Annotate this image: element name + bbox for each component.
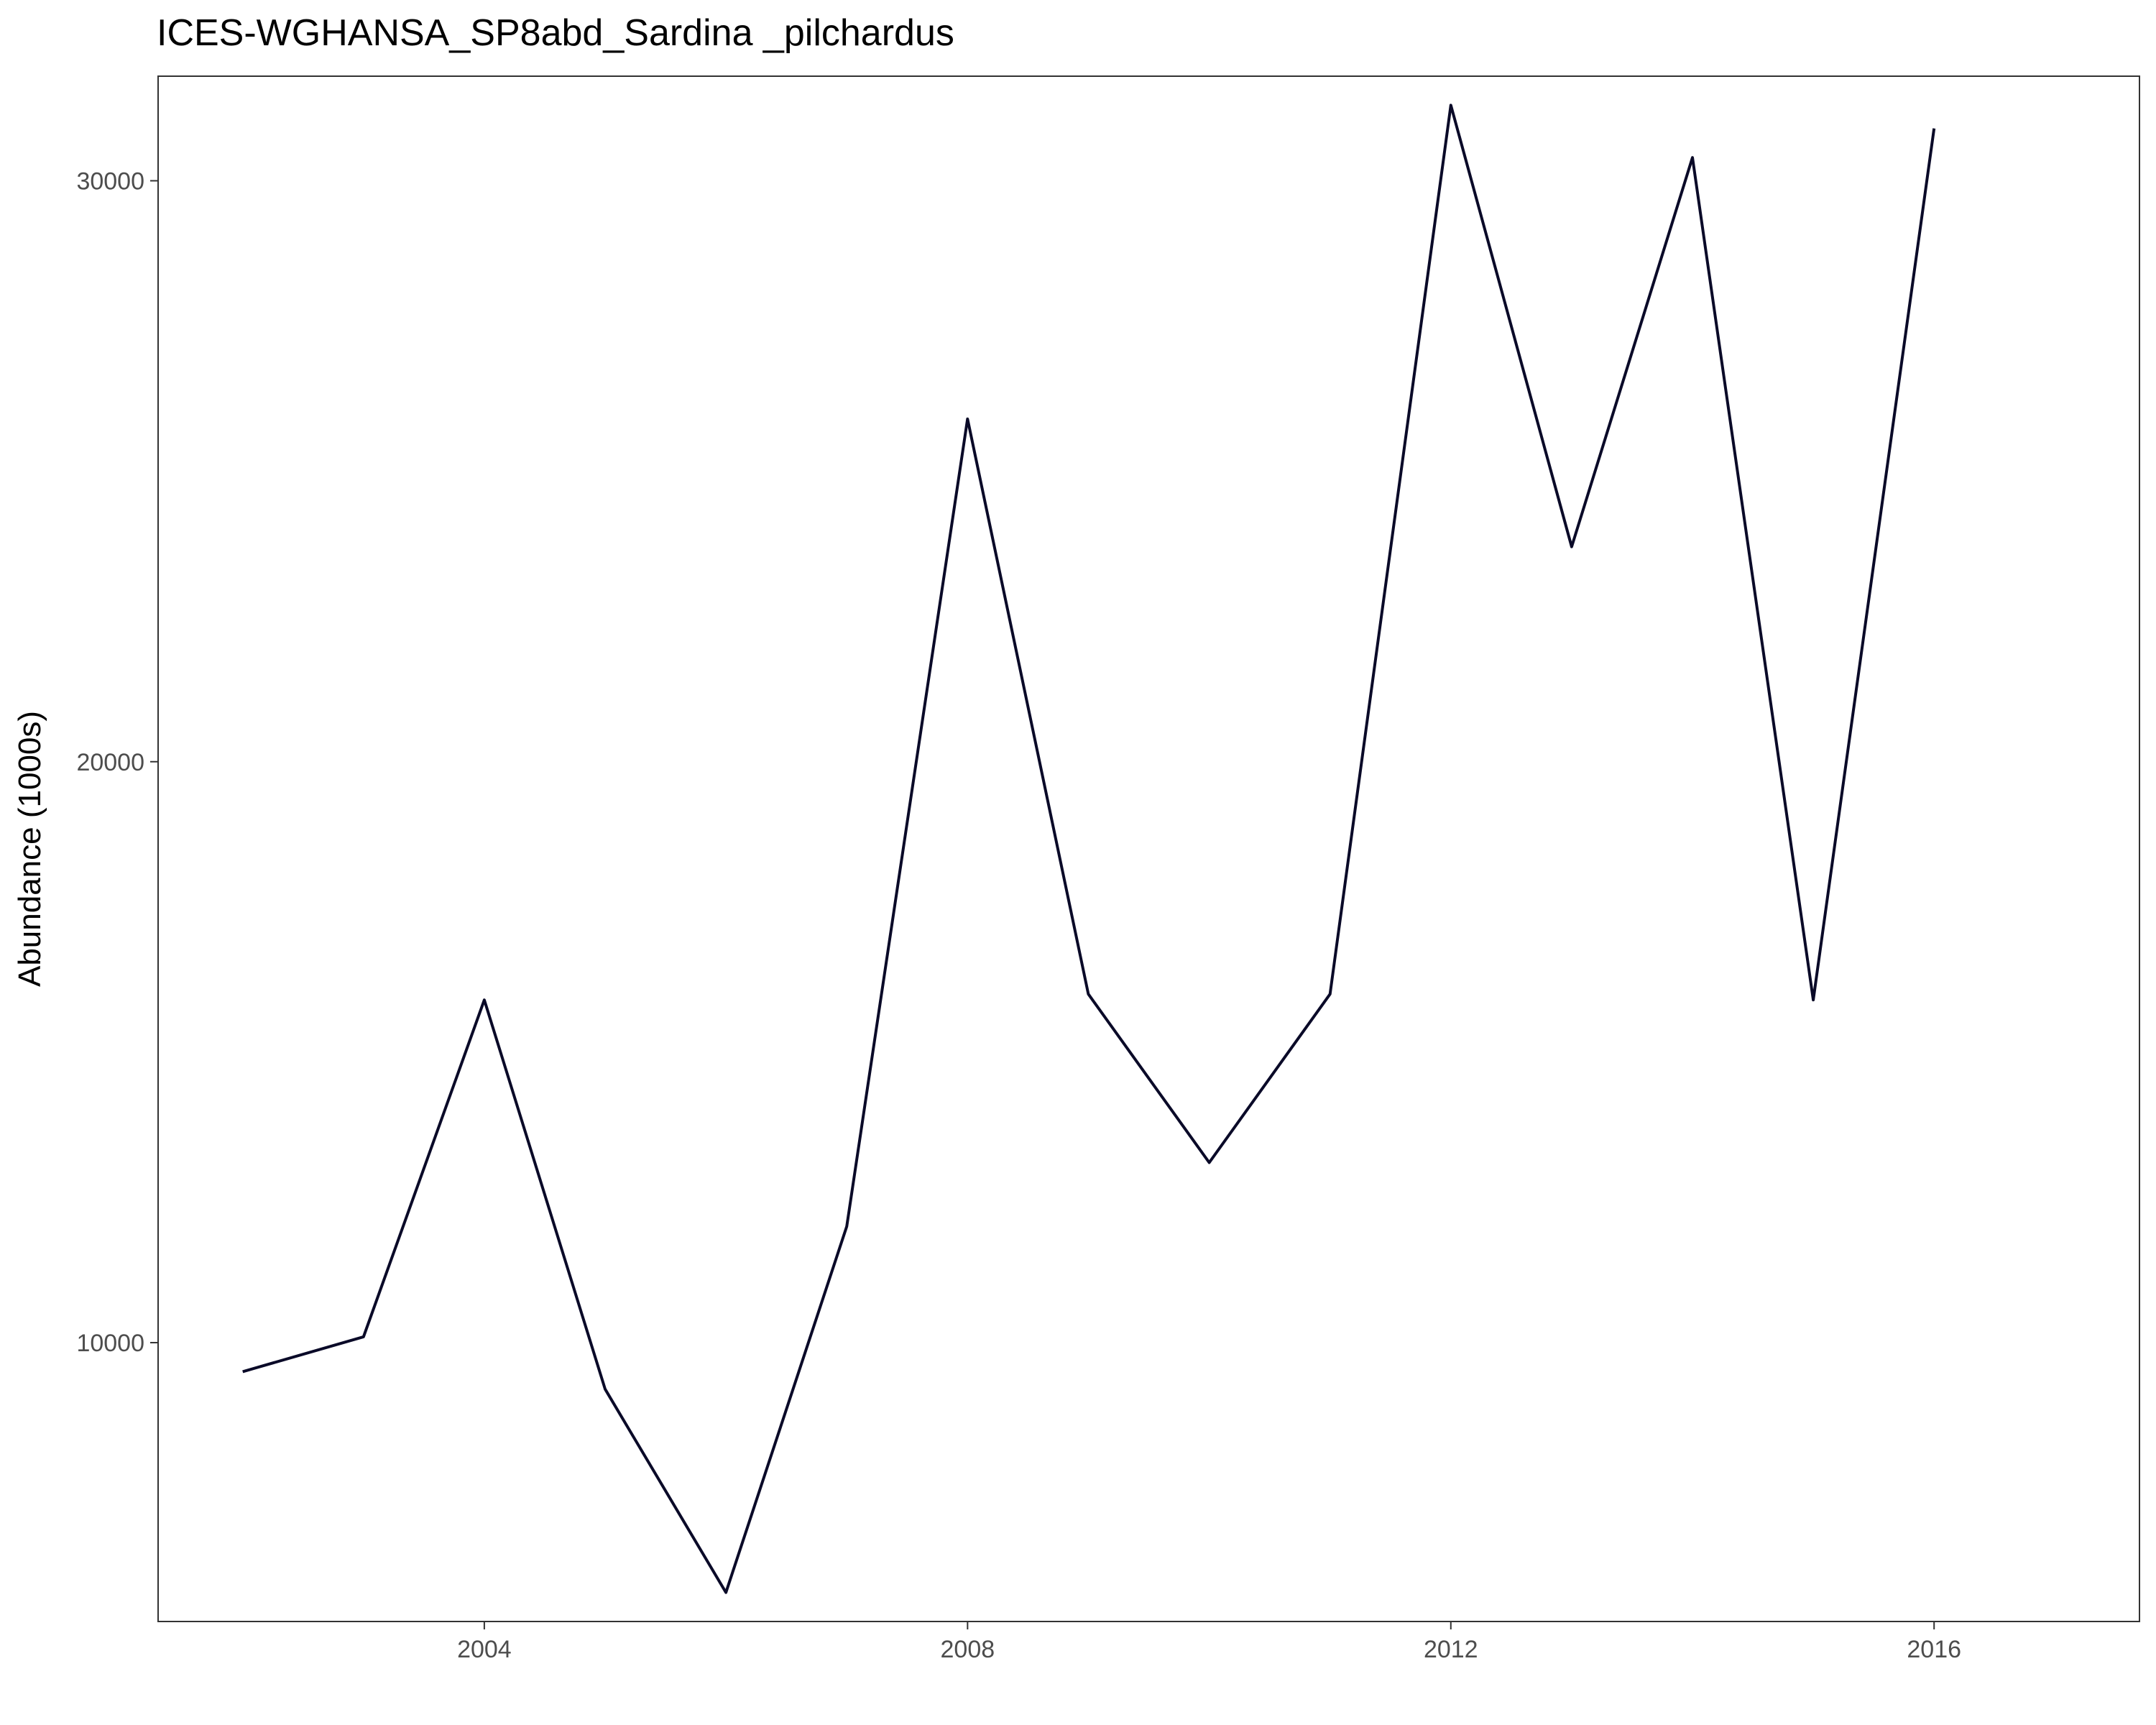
y-tick-label: 30000: [76, 167, 144, 195]
y-tick-label: 10000: [76, 1330, 144, 1357]
y-axis-title: Abundance (1000s): [12, 711, 47, 987]
x-tick-label: 2004: [457, 1636, 512, 1663]
x-tick-label: 2008: [941, 1636, 995, 1663]
chart-title: ICES-WGHANSA_SP8abd_Sardina _pilchardus: [157, 12, 954, 54]
x-tick-label: 2012: [1424, 1636, 1478, 1663]
x-axis: 2004 2008 2012 2016: [457, 1622, 1961, 1663]
y-tick-label: 20000: [76, 749, 144, 776]
y-axis: 10000 20000 30000: [76, 167, 158, 1357]
x-tick-label: 2016: [1907, 1636, 1961, 1663]
series-line: [242, 104, 1936, 1594]
plot-panel: [157, 75, 2140, 1622]
series-layer: [242, 104, 1936, 1594]
